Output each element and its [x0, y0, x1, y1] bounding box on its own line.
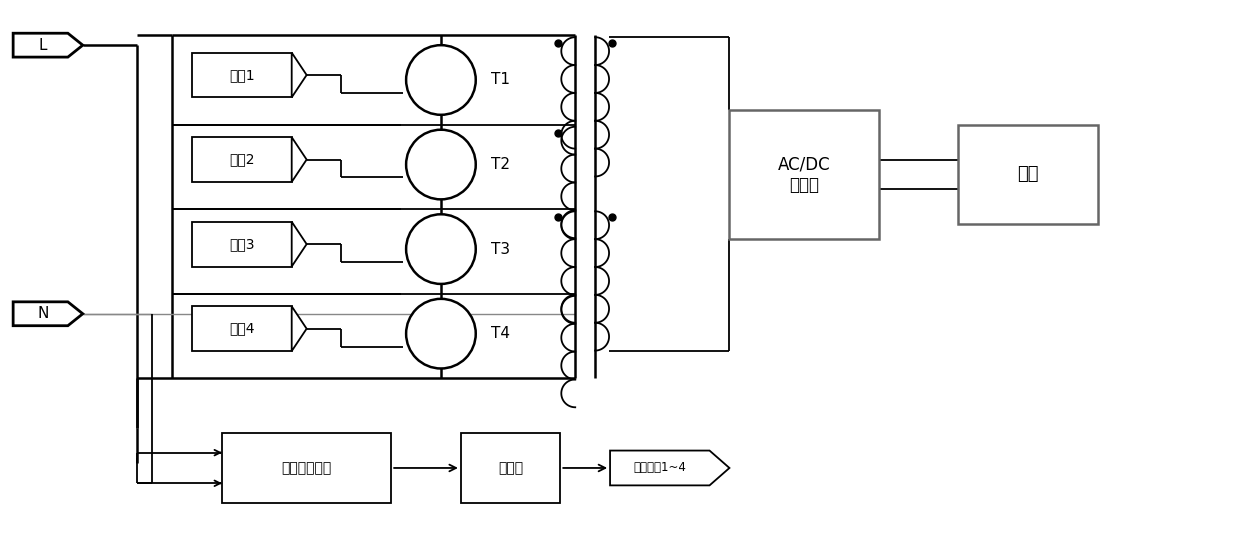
Text: L: L [38, 38, 47, 53]
Text: 驱动3: 驱动3 [229, 237, 254, 251]
Circle shape [407, 130, 476, 199]
Text: 驱动1: 驱动1 [229, 68, 254, 82]
Text: T1: T1 [491, 72, 510, 87]
Text: N: N [37, 306, 48, 321]
Polygon shape [291, 222, 306, 266]
Polygon shape [14, 302, 83, 326]
Polygon shape [291, 53, 306, 98]
Text: T3: T3 [491, 241, 510, 257]
Bar [222, 433, 391, 503]
Text: 驱动信号1~4: 驱动信号1~4 [634, 461, 686, 474]
Polygon shape [610, 451, 729, 486]
Text: 输入电压检测: 输入电压检测 [281, 461, 332, 475]
Text: 驱动4: 驱动4 [229, 322, 254, 336]
Circle shape [407, 215, 476, 284]
Polygon shape [14, 33, 83, 57]
Text: AC/DC
变换器: AC/DC 变换器 [777, 155, 831, 194]
Polygon shape [291, 137, 306, 182]
Circle shape [407, 299, 476, 369]
Text: T2: T2 [491, 157, 510, 172]
Bar [192, 53, 291, 98]
Bar [192, 306, 291, 351]
Bar [959, 125, 1097, 224]
Polygon shape [291, 306, 306, 351]
Bar [192, 137, 291, 182]
Text: T4: T4 [491, 326, 510, 341]
Text: 单片机: 单片机 [498, 461, 523, 475]
Bar [192, 222, 291, 266]
Bar [461, 433, 560, 503]
Text: 负载: 负载 [1017, 165, 1039, 183]
Text: 驱动2: 驱动2 [229, 153, 254, 167]
Circle shape [407, 45, 476, 115]
Bar [729, 110, 879, 239]
